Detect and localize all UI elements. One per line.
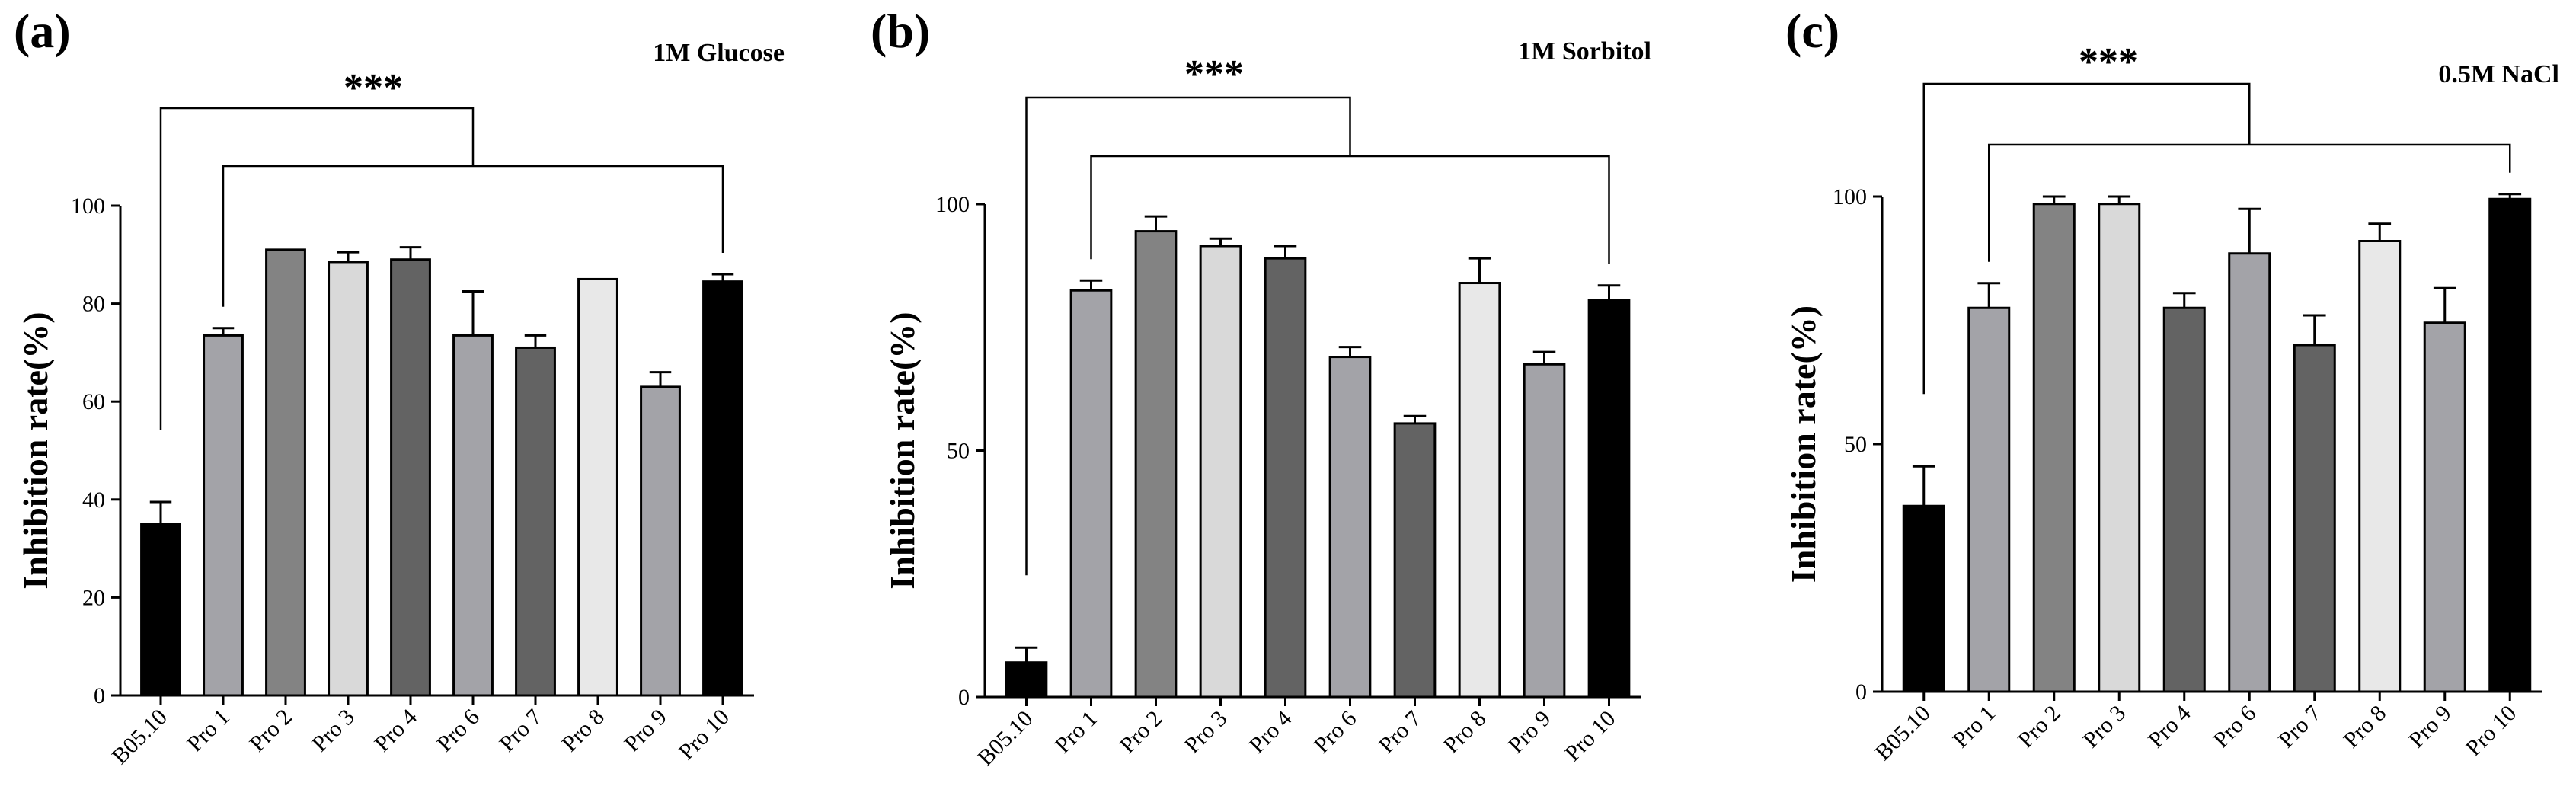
bar-pro-6 bbox=[452, 334, 494, 697]
bar-pro-4 bbox=[2162, 306, 2206, 693]
x-tick-label: Pro 2 bbox=[2013, 701, 2066, 753]
bar-pro-2 bbox=[2032, 203, 2076, 693]
y-tick-label: 100 bbox=[71, 193, 105, 219]
x-tick-label: Pro 8 bbox=[1439, 706, 1491, 759]
significance-bracket-inner bbox=[222, 165, 724, 307]
bar-pro-10 bbox=[2488, 197, 2532, 693]
significance-bracket-inner bbox=[1090, 155, 1610, 264]
significance-stars: *** bbox=[344, 66, 403, 110]
x-tick-label: B05.10 bbox=[973, 706, 1037, 771]
x-tick-label: Pro 7 bbox=[2274, 701, 2326, 753]
chart-title: 1M Sorbitol bbox=[1518, 37, 1651, 66]
x-tick-label: Pro 6 bbox=[432, 705, 484, 757]
bar-pro-6 bbox=[2228, 252, 2271, 693]
x-tick-label: Pro 10 bbox=[1560, 706, 1620, 766]
y-tick-label: 40 bbox=[82, 488, 105, 513]
chart-title: 0.5M NaCl bbox=[2438, 60, 2559, 88]
bar-pro-3 bbox=[1199, 245, 1242, 699]
y-tick-label: 80 bbox=[82, 292, 105, 317]
bar-pro-9 bbox=[1523, 363, 1566, 699]
bar-pro-1 bbox=[1967, 306, 2011, 693]
figure-panels: (a) 1M Glucose Inhibition rate(%) 0 20 40 60 80… bbox=[14, 4, 2559, 771]
chart-panel-3: (c) 0.5M NaCl Inhibition rate(%) 0 50 100 B05.… bbox=[1784, 4, 2559, 766]
y-tick-label: 50 bbox=[947, 439, 970, 464]
significance-bracket-outer bbox=[1922, 82, 2251, 395]
x-tick-label: Pro 7 bbox=[494, 705, 547, 757]
significance-bracket-outer bbox=[159, 107, 475, 430]
x-tick-label: Pro 9 bbox=[2404, 701, 2456, 753]
x-tick-label: Pro 4 bbox=[369, 705, 422, 757]
bar-b05-10 bbox=[1902, 504, 1945, 693]
bar-pro-4 bbox=[390, 258, 431, 697]
bar-pro-7 bbox=[515, 346, 556, 697]
bar-pro-9 bbox=[640, 385, 681, 697]
bar-pro-8 bbox=[2358, 240, 2402, 693]
bar-pro-8 bbox=[577, 277, 618, 697]
panel-letter: (a) bbox=[14, 4, 71, 58]
x-tick-label: Pro 6 bbox=[2208, 701, 2261, 753]
x-tick-label: Pro 4 bbox=[2143, 701, 2196, 753]
x-tick-label: Pro 6 bbox=[1309, 706, 1362, 759]
bar-b05-10 bbox=[1005, 661, 1048, 699]
x-tick-label: Pro 4 bbox=[1245, 706, 1297, 759]
bar-pro-7 bbox=[2293, 344, 2336, 693]
x-tick-label: Pro 9 bbox=[619, 705, 672, 757]
x-tick-label: Pro 2 bbox=[1115, 706, 1168, 759]
panel-letter: (b) bbox=[871, 4, 930, 58]
bar-pro-6 bbox=[1328, 356, 1372, 699]
x-tick-label: Pro 3 bbox=[307, 705, 360, 757]
y-tick-label: 20 bbox=[82, 585, 105, 610]
bar-pro-3 bbox=[2098, 203, 2141, 693]
significance-stars: *** bbox=[2079, 40, 2138, 84]
significance-stars: *** bbox=[1184, 53, 1244, 96]
bar-b05-10 bbox=[140, 523, 181, 697]
x-tick-label: Pro 1 bbox=[182, 705, 235, 757]
bar-pro-10 bbox=[702, 280, 743, 697]
significance-bracket-inner bbox=[1988, 143, 2511, 262]
bar-pro-4 bbox=[1264, 257, 1307, 699]
x-tick-label: Pro 3 bbox=[2078, 701, 2130, 753]
y-tick-label: 60 bbox=[82, 389, 105, 414]
panel-letter: (c) bbox=[1785, 4, 1839, 58]
y-tick-label: 100 bbox=[935, 192, 970, 217]
bar-pro-1 bbox=[203, 334, 244, 697]
x-tick-label: B05.10 bbox=[1870, 701, 1935, 766]
y-axis-label: Inhibition rate(%) bbox=[16, 312, 55, 589]
y-tick-label: 0 bbox=[94, 683, 105, 708]
chart-panel-2: (b) 1M Sorbitol Inhibition rate(%) 0 50 100 B0… bbox=[871, 4, 1651, 771]
bar-pro-2 bbox=[265, 248, 306, 697]
bar-pro-9 bbox=[2423, 321, 2466, 693]
bar-pro-2 bbox=[1134, 230, 1178, 699]
x-tick-label: Pro 10 bbox=[2461, 701, 2521, 761]
y-axis-label: Inhibition rate(%) bbox=[883, 312, 922, 589]
x-tick-label: Pro 10 bbox=[674, 705, 734, 765]
x-tick-label: Pro 8 bbox=[557, 705, 609, 757]
x-tick-label: Pro 8 bbox=[2338, 701, 2391, 753]
x-tick-label: B05.10 bbox=[107, 705, 172, 769]
x-tick-label: Pro 1 bbox=[1050, 706, 1103, 759]
significance-bracket-outer bbox=[1025, 96, 1351, 576]
y-tick-label: 100 bbox=[1833, 184, 1867, 209]
x-tick-label: Pro 1 bbox=[1948, 701, 2000, 753]
y-tick-label: 0 bbox=[1855, 679, 1867, 705]
bar-pro-8 bbox=[1458, 282, 1501, 699]
x-tick-label: Pro 3 bbox=[1180, 706, 1232, 759]
x-tick-label: Pro 7 bbox=[1374, 706, 1427, 759]
y-tick-label: 50 bbox=[1844, 432, 1867, 457]
x-tick-label: Pro 2 bbox=[244, 705, 297, 757]
bar-pro-3 bbox=[328, 261, 369, 697]
chart-panel-1: (a) 1M Glucose Inhibition rate(%) 0 20 40 60 80… bbox=[14, 4, 785, 769]
bar-pro-7 bbox=[1393, 422, 1437, 699]
bar-pro-10 bbox=[1587, 299, 1631, 699]
x-tick-label: Pro 9 bbox=[1504, 706, 1556, 759]
y-axis-label: Inhibition rate(%) bbox=[1784, 305, 1823, 583]
y-tick-label: 0 bbox=[958, 685, 970, 710]
chart-title: 1M Glucose bbox=[653, 39, 785, 67]
bar-pro-1 bbox=[1069, 289, 1113, 699]
